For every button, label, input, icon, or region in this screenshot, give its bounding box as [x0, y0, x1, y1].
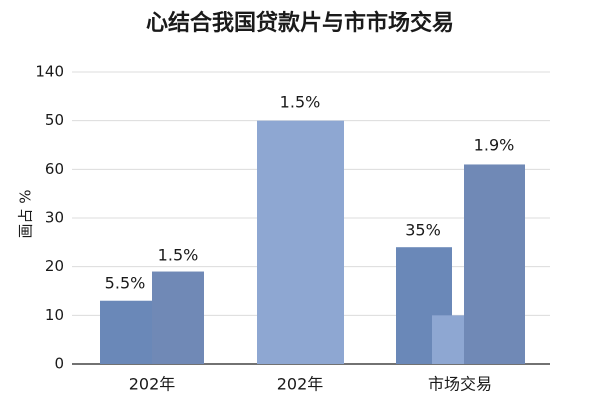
chart-title: 心结合我国贷款片与市市场交易	[146, 10, 454, 36]
y-tick-label: 0	[54, 355, 64, 373]
y-tick-label: 10	[45, 306, 64, 324]
bar	[464, 164, 525, 364]
y-tick-label: 60	[45, 160, 64, 178]
annotation: 1.5%	[158, 246, 199, 265]
bar	[152, 271, 204, 364]
y-tick-label: 30	[45, 209, 64, 227]
y-tick-label: 50	[45, 111, 64, 129]
x-tick-label: 202年	[277, 375, 324, 394]
bar	[257, 120, 344, 365]
y-tick-label: 20	[45, 257, 64, 275]
annotation: 5.5%	[105, 274, 146, 293]
annotation: 1.5%	[280, 93, 321, 112]
y-tick-label: 140	[35, 63, 64, 81]
x-tick-label: 市场交易	[428, 375, 492, 394]
x-tick-label: 202年	[129, 375, 176, 394]
y-axis-label: 画占 %	[17, 189, 35, 238]
bar	[100, 300, 152, 364]
annotation: 1.9%	[474, 136, 515, 155]
annotation: 35%	[405, 221, 441, 240]
